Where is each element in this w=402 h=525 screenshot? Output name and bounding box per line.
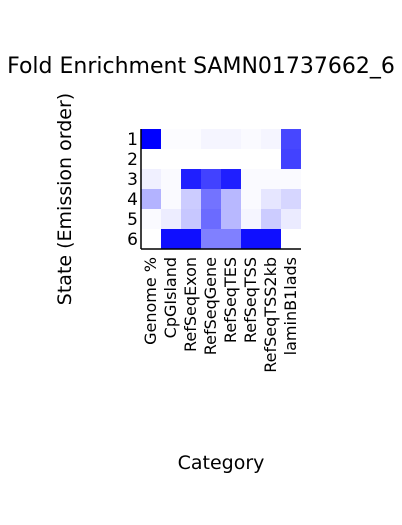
heatmap-cells — [141, 129, 301, 249]
heatmap-cell-state-1-refseqtss2kb — [261, 129, 281, 149]
state-tick-label: 4 — [127, 190, 138, 210]
heatmap-cell-state-4-refseqexon — [181, 189, 201, 209]
category-tick-label: RefSeqTES — [221, 257, 240, 343]
heatmap-cell-state-5-refseqexon — [181, 209, 201, 229]
heatmap-cell-state-3-refseqtss2kb — [261, 169, 281, 189]
category-tick-label: laminB1lads — [281, 257, 300, 355]
heatmap-cell-state-1-refseqexon — [181, 129, 201, 149]
heatmap-cell-state-4-refseqtes — [221, 189, 241, 209]
heatmap-cell-state-4-cpgisland — [161, 189, 181, 209]
heatmap-cell-state-3-genome- — [141, 169, 161, 189]
heatmap-cell-state-2-refseqexon — [181, 149, 201, 169]
heatmap-cell-state-3-cpgisland — [161, 169, 181, 189]
heatmap-cell-state-6-refseqtes — [221, 229, 241, 249]
heatmap-cell-state-5-refseqtss — [241, 209, 261, 229]
heatmap-cell-state-5-laminb1lads — [281, 209, 301, 229]
heatmap-cell-state-3-refseqtss — [241, 169, 261, 189]
x-axis-label: Category — [178, 452, 265, 474]
heatmap-cell-state-6-refseqtss2kb — [261, 229, 281, 249]
heatmap-cell-state-2-genome- — [141, 149, 161, 169]
category-tick-label: CpGIsland — [161, 257, 180, 338]
heatmap-cell-state-6-refseqexon — [181, 229, 201, 249]
heatmap-cell-state-2-refseqgene — [201, 149, 221, 169]
heatmap-cell-state-4-refseqtss2kb — [261, 189, 281, 209]
heatmap-cell-state-5-refseqgene — [201, 209, 221, 229]
heatmap-cell-state-1-genome- — [141, 129, 161, 149]
heatmap-cell-state-5-refseqtes — [221, 209, 241, 229]
category-tick-label: RefSeqGene — [201, 257, 220, 355]
heatmap-cell-state-5-refseqtss2kb — [261, 209, 281, 229]
heatmap-cell-state-3-refseqexon — [181, 169, 201, 189]
heatmap-cell-state-6-cpgisland — [161, 229, 181, 249]
state-tick-label: 6 — [127, 230, 138, 250]
heatmap-cell-state-6-genome- — [141, 229, 161, 249]
heatmap-cell-state-3-refseqtes — [221, 169, 241, 189]
heatmap-cell-state-2-laminb1lads — [281, 149, 301, 169]
heatmap-cell-state-4-refseqgene — [201, 189, 221, 209]
heatmap-cell-state-1-cpgisland — [161, 129, 181, 149]
heatmap-cell-state-2-refseqtss — [241, 149, 261, 169]
heatmap-cell-state-4-refseqtss — [241, 189, 261, 209]
heatmap-cell-state-5-genome- — [141, 209, 161, 229]
category-tick-label: Genome % — [141, 257, 160, 345]
heatmap-cell-state-2-refseqtes — [221, 149, 241, 169]
heatmap-cell-state-2-cpgisland — [161, 149, 181, 169]
heatmap-cell-state-1-refseqtes — [221, 129, 241, 149]
y-axis-label: State (Emission order) — [54, 93, 76, 305]
category-tick-labels: Genome % CpGIsland RefSeqExon RefSeqGene Ref… — [141, 257, 300, 373]
category-tick-label: RefSeqExon — [181, 257, 200, 352]
heatmap-cell-state-1-refseqtss — [241, 129, 261, 149]
state-tick-label: 3 — [127, 170, 138, 190]
state-tick-label: 2 — [127, 150, 138, 170]
heatmap-cell-state-1-refseqgene — [201, 129, 221, 149]
heatmap-cell-state-4-genome- — [141, 189, 161, 209]
heatmap-cell-state-5-cpgisland — [161, 209, 181, 229]
category-tick-label: RefSeqTSS — [241, 257, 260, 343]
chart-title: Fold Enrichment SAMN01737662_6 — [7, 54, 395, 79]
heatmap-cell-state-3-refseqgene — [201, 169, 221, 189]
heatmap-cell-state-2-refseqtss2kb — [261, 149, 281, 169]
heatmap-cell-state-6-laminb1lads — [281, 229, 301, 249]
heatmap-cell-state-3-laminb1lads — [281, 169, 301, 189]
heatmap-cell-state-4-laminb1lads — [281, 189, 301, 209]
heatmap-cell-state-1-laminb1lads — [281, 129, 301, 149]
heatmap-cell-state-6-refseqtss — [241, 229, 261, 249]
category-tick-label: RefSeqTSS2kb — [261, 257, 280, 373]
state-tick-label: 5 — [127, 210, 138, 230]
heatmap-cell-state-6-refseqgene — [201, 229, 221, 249]
state-tick-label: 1 — [127, 130, 138, 150]
